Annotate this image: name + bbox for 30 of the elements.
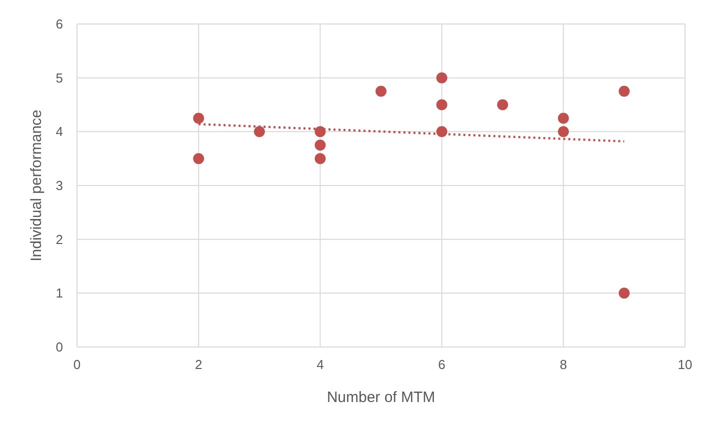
y-tick-label: 2 [56, 232, 63, 247]
y-tick-label: 6 [56, 16, 63, 32]
y-tick-label: 0 [56, 340, 63, 354]
point [314, 153, 326, 164]
y-tick-label: 3 [56, 178, 63, 193]
x-tick-label: 8 [560, 357, 568, 372]
point [558, 112, 569, 124]
x-axis-title: Number of MTM [326, 389, 436, 406]
point [254, 126, 265, 138]
point [193, 112, 204, 124]
point [618, 288, 630, 299]
x-tick-label: 2 [194, 357, 202, 372]
point [436, 72, 448, 84]
point [558, 126, 569, 138]
x-tick-label: 4 [316, 357, 324, 372]
point [314, 126, 326, 138]
y-tick-label: 1 [56, 286, 63, 301]
point [618, 86, 630, 97]
point [314, 140, 326, 151]
y-tick-label: 4 [56, 124, 63, 140]
point [376, 86, 386, 97]
point [436, 99, 448, 110]
point [436, 126, 448, 138]
x-tick-label: 6 [438, 357, 446, 372]
x-tick-label: 0 [73, 357, 81, 372]
point [193, 153, 204, 164]
y-axis-title: Individual performance [28, 110, 45, 262]
y-tick-label: 5 [56, 70, 63, 86]
x-tick-label: 10 [678, 357, 692, 372]
point [497, 99, 508, 110]
